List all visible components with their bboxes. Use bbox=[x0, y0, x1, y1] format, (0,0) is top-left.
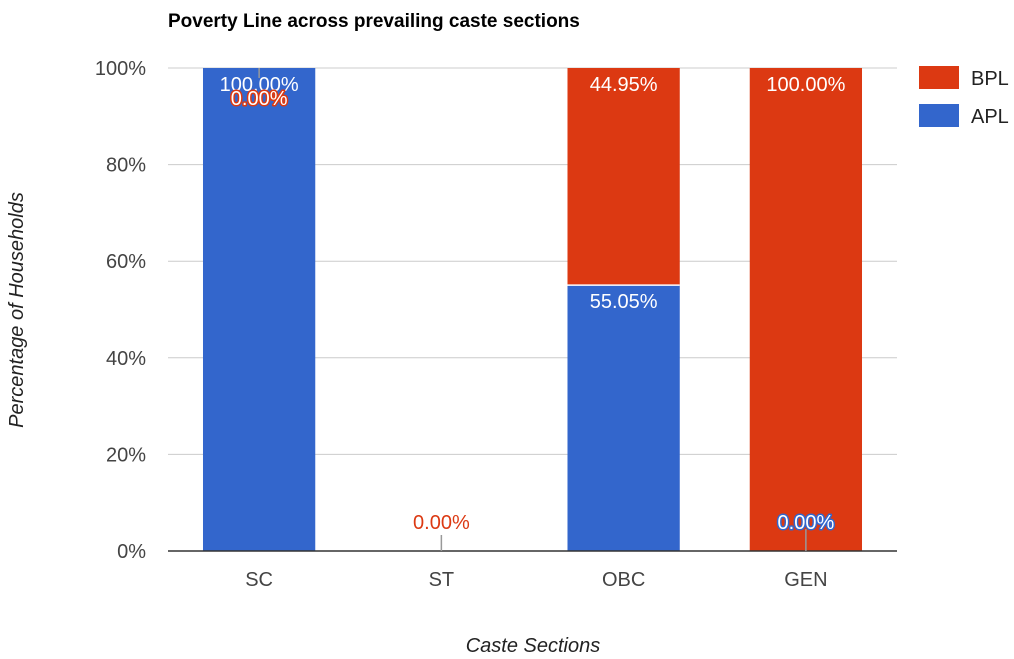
x-tick-label: SC bbox=[245, 569, 273, 591]
data-label-bpl-st: 0.00% bbox=[413, 512, 470, 534]
y-axis-ticks: 0% 20% 40% 60% 80% 100% bbox=[95, 58, 146, 563]
x-axis-ticks: SC ST OBC GEN bbox=[245, 569, 827, 591]
y-tick-label: 80% bbox=[106, 155, 146, 177]
data-label-apl-obc: 55.05% bbox=[590, 291, 658, 313]
y-axis-title: Percentage of Households bbox=[6, 192, 28, 428]
bar-apl-obc bbox=[567, 285, 680, 551]
y-tick-label: 20% bbox=[106, 444, 146, 466]
x-tick-label: GEN bbox=[784, 569, 827, 591]
data-label-bpl-obc: 44.95% bbox=[590, 74, 658, 96]
y-tick-label: 60% bbox=[106, 251, 146, 273]
data-labels: 100.00%0.00%0.00%0.00%55.05%44.95%0.00%0… bbox=[220, 68, 846, 551]
legend-swatch-bpl bbox=[919, 66, 959, 89]
bar-bpl-gen bbox=[749, 68, 863, 551]
legend: BPL APL bbox=[919, 66, 1009, 128]
data-label-apl-sc: 100.00% bbox=[220, 74, 299, 96]
legend-label-apl: APL bbox=[971, 106, 1009, 128]
data-label-bpl-gen: 100.00% bbox=[766, 74, 845, 96]
y-tick-label: 100% bbox=[95, 58, 146, 80]
x-tick-label: OBC bbox=[602, 569, 645, 591]
data-label-bpl-sc: 0.00% bbox=[231, 88, 288, 110]
y-tick-label: 40% bbox=[106, 348, 146, 370]
bars bbox=[202, 68, 863, 551]
chart-title: Poverty Line across prevailing caste sec… bbox=[168, 11, 580, 32]
x-tick-label: ST bbox=[429, 569, 455, 591]
bar-apl-sc bbox=[202, 68, 316, 551]
y-tick-label: 0% bbox=[117, 541, 146, 563]
x-axis-title: Caste Sections bbox=[466, 635, 601, 657]
data-label-bpl-sc-halo: 0.00% bbox=[231, 88, 288, 110]
legend-swatch-apl bbox=[919, 104, 959, 127]
data-label-apl-gen-halo: 0.00% bbox=[778, 512, 835, 534]
bar-bpl-obc bbox=[567, 68, 680, 286]
legend-label-bpl: BPL bbox=[971, 68, 1009, 90]
data-label-apl-gen: 0.00% bbox=[778, 512, 835, 534]
